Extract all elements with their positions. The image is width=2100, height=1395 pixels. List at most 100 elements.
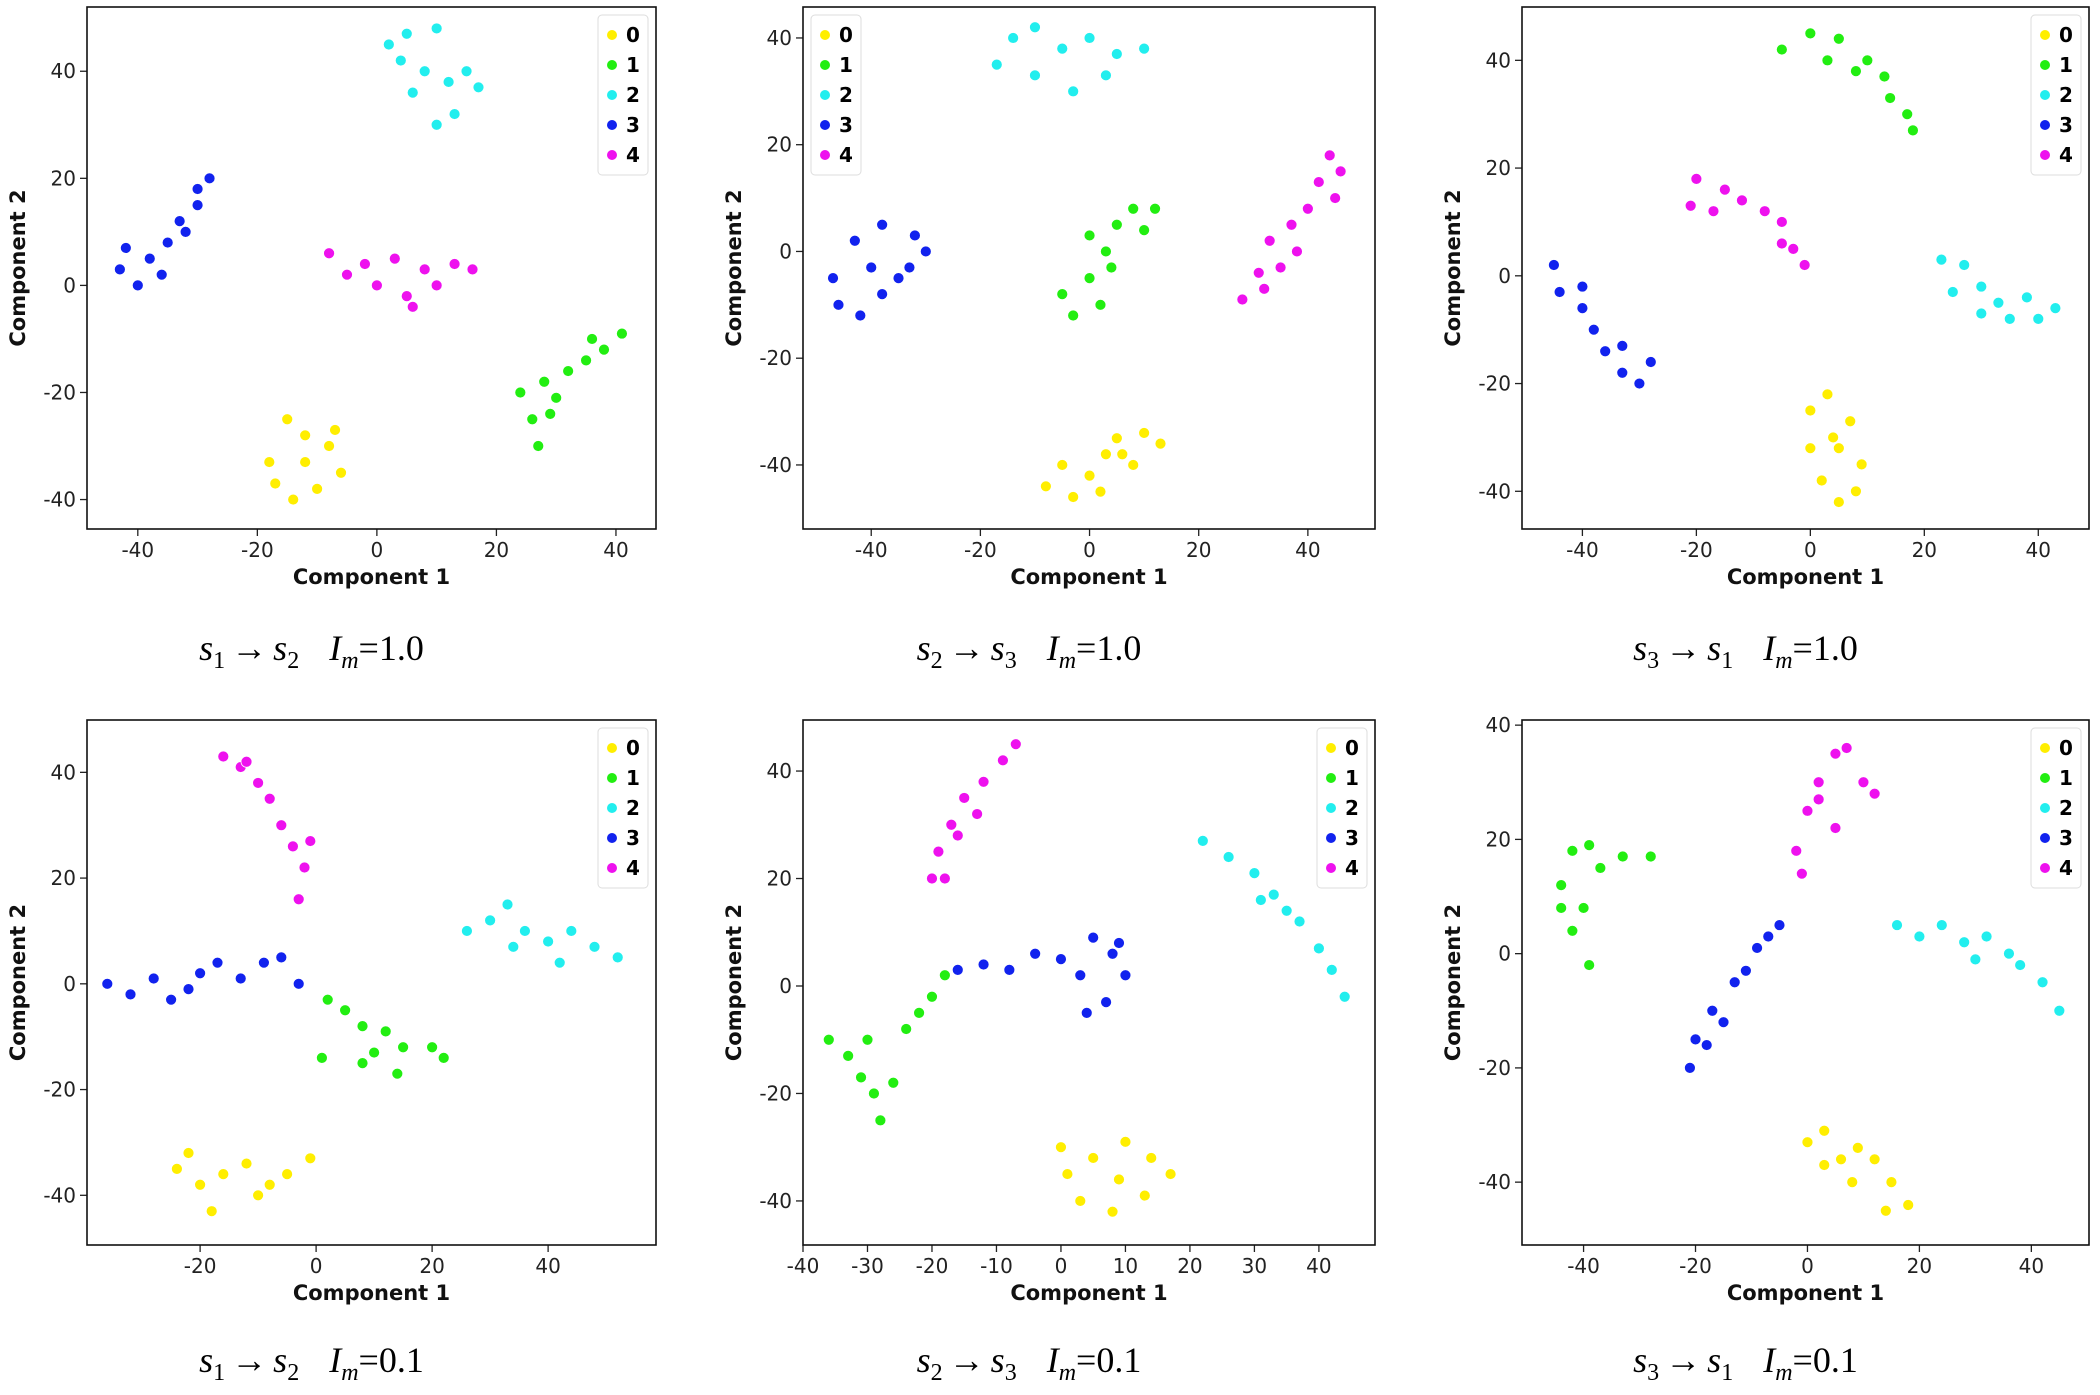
point (1583, 959, 1596, 971)
caption-param-index: m (341, 1360, 358, 1386)
caption-source-index: 1 (213, 1360, 225, 1386)
point (1196, 835, 1209, 847)
caption: s3 → s1 Im=1.0 (1633, 628, 1858, 674)
point (240, 755, 253, 768)
point (292, 893, 305, 906)
caption-target: s (273, 1340, 287, 1380)
point (1846, 1176, 1859, 1189)
point (356, 1057, 369, 1070)
caption-source: s (917, 628, 931, 668)
plot-area (87, 720, 656, 1245)
point (1798, 259, 1811, 271)
point (1700, 1039, 1713, 1051)
point (1087, 1152, 1100, 1164)
legend-label: 1 (2059, 53, 2073, 77)
point (391, 1067, 404, 1080)
point (1248, 867, 1261, 880)
point (240, 1157, 253, 1170)
legend-label: 2 (626, 83, 640, 107)
axes-frame (802, 719, 1376, 1246)
x-tick-label: 20 (1186, 538, 1211, 562)
point (1969, 953, 1982, 966)
point (1902, 1199, 1915, 1211)
point (526, 413, 539, 426)
point (997, 754, 1009, 767)
point (1100, 245, 1112, 258)
x-tick-label: 40 (535, 1254, 560, 1278)
point (1263, 234, 1276, 247)
point (1138, 1189, 1151, 1202)
caption: s1 → s2 Im=1.0 (199, 628, 424, 674)
caption: s2 → s3 Im=1.0 (917, 628, 1142, 674)
point (1100, 996, 1112, 1009)
caption-target-index: 1 (1721, 1360, 1733, 1386)
point (113, 263, 126, 276)
point (119, 242, 132, 254)
point (1110, 218, 1123, 231)
point (323, 247, 335, 260)
axes-frame (86, 719, 657, 1246)
point (1119, 1135, 1132, 1148)
legend-label: 1 (626, 53, 640, 77)
legend-marker (2040, 773, 2050, 783)
caption-param-index: m (1775, 1360, 1792, 1386)
x-axis-label: Component 1 (293, 1281, 450, 1305)
point (903, 261, 916, 274)
point (1633, 377, 1646, 390)
plot-area (1522, 720, 2089, 1245)
caption-param: I (1046, 628, 1061, 668)
x-tick-label: -30 (851, 1254, 884, 1278)
y-tick-label: 40 (767, 759, 792, 783)
x-tick-label: 0 (310, 1254, 323, 1278)
legend-label: 4 (2059, 856, 2073, 880)
point (1827, 431, 1840, 444)
legend-label: 4 (1345, 856, 1359, 880)
point (538, 375, 551, 388)
point (1840, 742, 1853, 754)
y-axis-label: Component 2 (1441, 904, 1465, 1061)
point (1718, 183, 1731, 196)
point (370, 279, 383, 292)
y-tick-label: -40 (43, 488, 76, 512)
point (1576, 302, 1589, 315)
point (205, 1205, 218, 1218)
point (1056, 459, 1069, 471)
point (1818, 1124, 1831, 1137)
legend-marker (607, 833, 617, 843)
point (1812, 776, 1825, 789)
point (1958, 936, 1971, 949)
legend-label: 2 (1345, 796, 1359, 820)
point (1116, 448, 1129, 461)
point (1100, 448, 1112, 461)
point (1154, 437, 1167, 450)
point (430, 279, 443, 292)
point (448, 108, 461, 120)
caption-value: =1.0 (359, 628, 424, 668)
y-tick-label: -40 (1478, 479, 1511, 503)
caption-target-index: 3 (1005, 1360, 1017, 1386)
y-tick-label: -20 (1478, 1056, 1511, 1080)
point (874, 1114, 887, 1127)
point (586, 333, 598, 345)
y-tick-label: 0 (1498, 942, 1511, 966)
legend-label: 3 (2059, 826, 2073, 850)
point (484, 914, 497, 927)
point (588, 940, 601, 953)
legend-label: 0 (2059, 23, 2073, 47)
x-tick-label: -40 (855, 538, 888, 562)
point (2049, 302, 2062, 315)
point (861, 1033, 874, 1046)
point (977, 775, 990, 788)
point (341, 268, 353, 281)
point (854, 309, 867, 322)
point (908, 229, 921, 242)
point (194, 967, 207, 980)
point (263, 792, 276, 805)
point (1832, 442, 1845, 455)
caption-target: s (1707, 628, 1721, 668)
y-tick-label: 20 (51, 166, 76, 190)
point (1706, 1004, 1719, 1017)
point (275, 951, 288, 964)
point (194, 1178, 207, 1191)
point (298, 861, 311, 874)
